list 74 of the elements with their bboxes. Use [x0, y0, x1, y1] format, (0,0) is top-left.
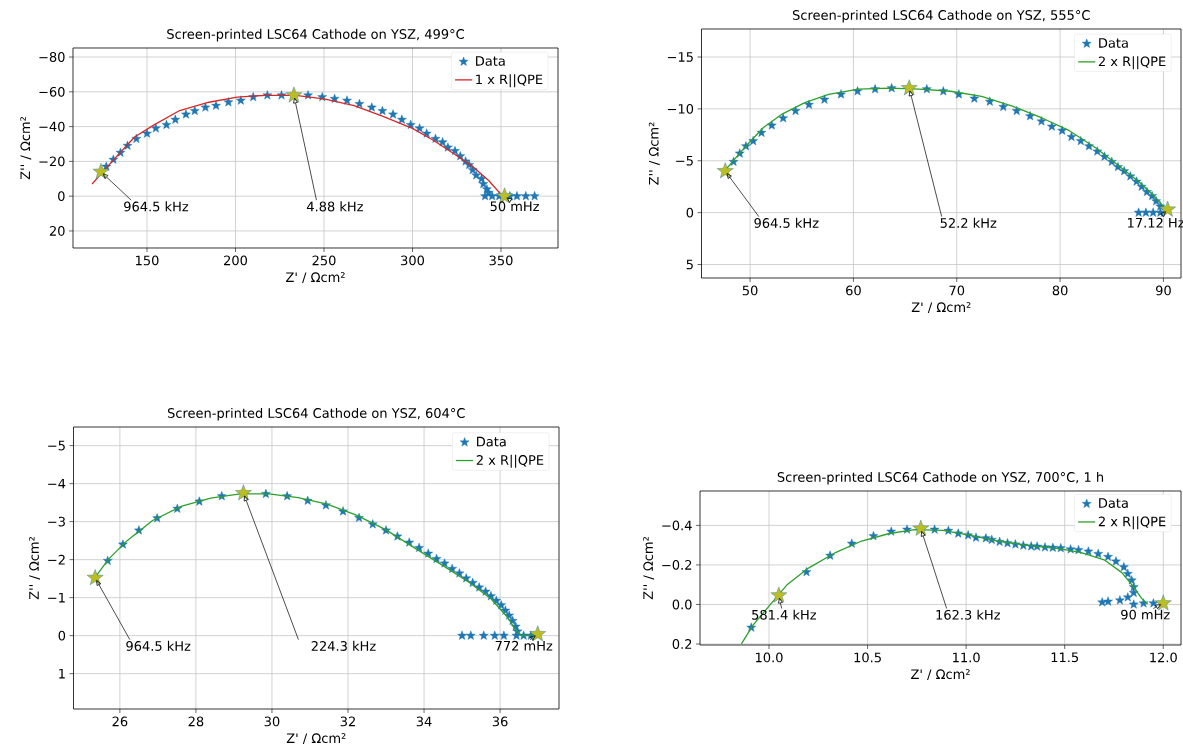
annotation: 50 mHz [490, 201, 539, 212]
y-axis-title: Z'' / Ωcm² [648, 122, 660, 185]
x-axis-title: Z' / Ωcm² [286, 272, 345, 284]
y-tick-label: −40 [39, 121, 65, 132]
y-tick-label: 0 [58, 191, 65, 202]
y-tick-label: −10 [667, 103, 694, 114]
y-tick-label: 0.2 [672, 639, 692, 649]
y-tick-label: −2 [48, 554, 65, 565]
y-tick-label: −4 [48, 478, 66, 489]
x-tick-label: 300 [401, 255, 425, 266]
x-tick-label: 350 [489, 255, 513, 266]
y-tick-label: −0.4 [662, 520, 692, 531]
x-tick-label: 30 [264, 716, 280, 727]
y-tick-label: −20 [39, 156, 65, 167]
legend-label: 1 x R||QPE [476, 74, 543, 88]
y-axis-title: Z'' / Ωcm² [643, 537, 655, 600]
y-tick-label: −60 [39, 86, 65, 97]
x-tick-label: 11.5 [1051, 652, 1079, 663]
y-axis-title: Z'' / Ωcm² [20, 116, 32, 180]
annotation: 90 mHz [1121, 609, 1170, 620]
x-tick-label: 80 [1052, 285, 1068, 296]
y-tick-label: 0 [686, 207, 694, 218]
annotation: 52.2 kHz [940, 217, 997, 228]
annotation: 772 mHz [495, 640, 553, 651]
x-axis-title: Z' / Ωcm² [911, 302, 971, 314]
y-tick-label: 0 [58, 630, 66, 641]
y-tick-label: 1 [59, 668, 65, 679]
x-tick-label: 70 [949, 285, 965, 296]
y-tick-label: 5 [686, 259, 693, 270]
x-tick-label: 150 [136, 255, 159, 266]
y-tick-label: 20 [49, 226, 65, 236]
x-tick-label: 50 [742, 285, 758, 296]
chart-title: Screen-printed LSC64 Cathode on YSZ, 499°C [167, 28, 464, 42]
y-axis-title: Z'' / Ωcm² [29, 537, 40, 600]
y-tick-label: −5 [676, 155, 693, 166]
annotation: 224.3 kHz [311, 640, 376, 651]
legend-label: Data [1099, 498, 1128, 508]
y-tick-label: −80 [39, 52, 65, 62]
chart-title: Screen-printed LSC64 Cathode on YSZ, 700°C, 1 h [777, 471, 1104, 485]
annotation: 964.5 kHz [126, 640, 191, 651]
legend-label: Data [476, 56, 505, 66]
annotation: 964.5 kHz [124, 201, 189, 212]
x-tick-label: 32 [340, 716, 355, 727]
x-tick-label: 26 [112, 716, 128, 727]
legend-label: 2 x R||QPE [1098, 56, 1166, 70]
legend-label: 2 x R||QPE [476, 454, 544, 468]
y-tick-label: −5 [48, 440, 65, 451]
y-tick-label: −3 [48, 516, 65, 527]
x-tick-label: 10.0 [755, 652, 783, 663]
x-tick-label: 12.0 [1150, 652, 1177, 663]
annotation: 964.5 kHz [754, 217, 819, 228]
x-tick-label: 36 [492, 716, 508, 727]
x-tick-label: 250 [312, 255, 336, 266]
x-tick-label: 28 [188, 716, 204, 727]
y-tick-label: −15 [667, 52, 693, 62]
legend-label: Data [1099, 38, 1128, 48]
x-axis-title: Z' / Ωcm² [911, 669, 970, 681]
x-axis-title: Z' / Ωcm² [286, 733, 346, 745]
x-tick-label: 200 [224, 255, 248, 266]
x-tick-label: 60 [846, 285, 861, 296]
x-tick-label: 90 [1155, 285, 1171, 296]
chart-title: Screen-printed LSC64 Cathode on YSZ, 555°C [792, 9, 1090, 23]
annotation: 4.88 kHz [306, 201, 363, 212]
y-tick-label: 0.0 [672, 599, 692, 610]
annotation: 17.12 Hz [1128, 217, 1183, 228]
x-tick-label: 11.0 [953, 652, 980, 663]
x-tick-label: 10.5 [854, 652, 881, 663]
y-tick-label: −0.2 [662, 560, 692, 570]
legend-label: 2 x R||QPE [1098, 516, 1166, 530]
y-tick-label: −1 [48, 592, 65, 603]
chart-title: Screen-printed LSC64 Cathode on YSZ, 604°C [167, 407, 465, 421]
legend-label: Data [477, 436, 506, 447]
annotation: 162.3 kHz [936, 609, 1000, 620]
x-tick-label: 34 [416, 716, 432, 727]
